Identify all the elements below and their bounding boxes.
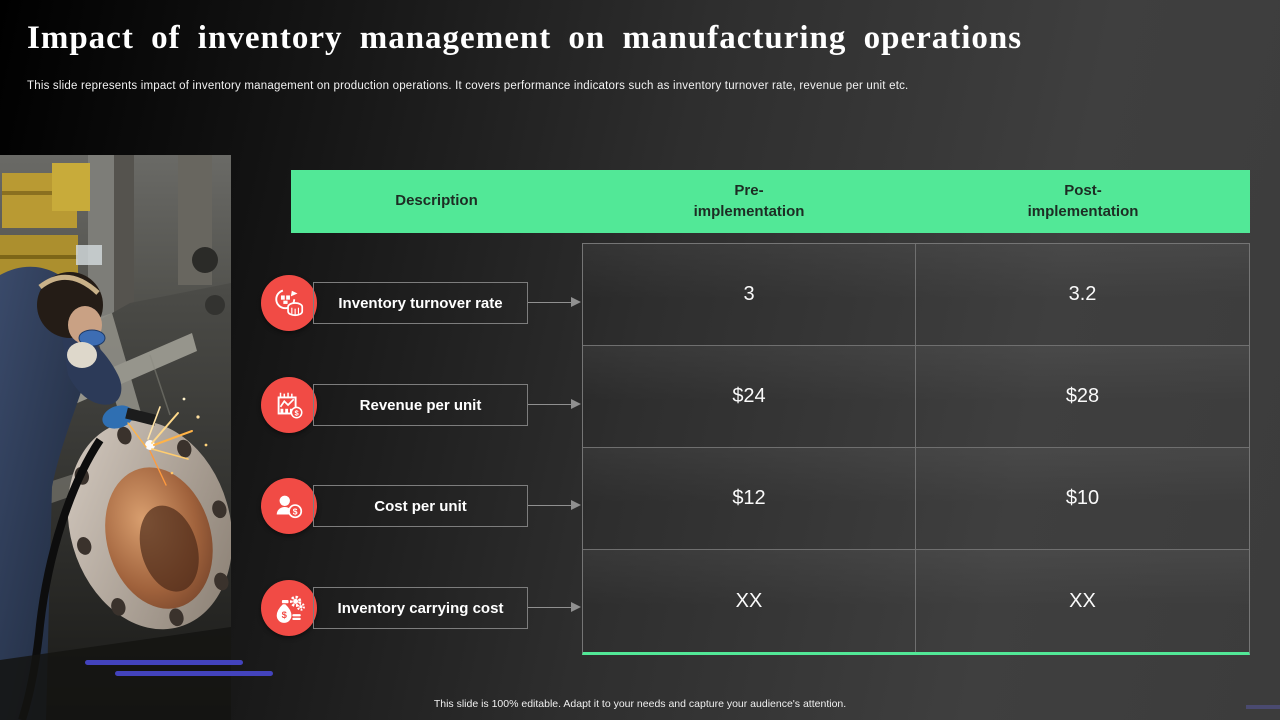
revenue-per-unit-icon: $	[261, 377, 317, 433]
table-header-bar: Description Pre- implementation Post- im…	[291, 170, 1250, 233]
table-header-post-implementation: Post- implementation	[916, 170, 1250, 233]
arrow-right-icon	[571, 602, 581, 612]
table-cell-post-revenue-per-unit: $28	[916, 346, 1249, 448]
table-cell-pre-inventory-turnover: 3	[583, 244, 916, 346]
connector-line	[528, 404, 573, 405]
table-cell-post-cost-per-unit: $10	[916, 448, 1249, 550]
table-cell-pre-revenue-per-unit: $24	[583, 346, 916, 448]
arrow-right-icon	[571, 297, 581, 307]
purple-accent-line-bottom	[115, 671, 273, 676]
connector-line	[528, 302, 573, 303]
metric-row-inventory-carrying-cost: $ Inventory carrying cost	[261, 580, 591, 636]
table-header-post-line1: Post-	[1064, 182, 1102, 200]
purple-accent-line-top	[85, 660, 243, 665]
table-cell-post-inventory-turnover: 3.2	[916, 244, 1249, 346]
page-title: Impact of inventory management on manufa…	[27, 20, 1023, 56]
table-header-post-line2: implementation	[1027, 202, 1139, 220]
table-cell-post-carrying-cost: XX	[916, 550, 1249, 652]
table-header-pre-implementation: Pre- implementation	[582, 170, 916, 233]
metric-label-box: Inventory turnover rate	[313, 282, 528, 324]
metric-row-cost-per-unit: $ Cost per unit	[261, 478, 591, 534]
table-header-pre-line2: implementation	[693, 202, 805, 220]
table-cell-pre-carrying-cost: XX	[583, 550, 916, 652]
table-header-description: Description	[395, 192, 478, 210]
metric-label-box: Revenue per unit	[313, 384, 528, 426]
connector-line	[528, 607, 573, 608]
slide-subtitle: This slide represents impact of inventor…	[27, 80, 909, 92]
purple-corner-accent	[1246, 705, 1280, 709]
metric-label-box: Cost per unit	[313, 485, 528, 527]
arrow-right-icon	[571, 500, 581, 510]
table-cell-pre-cost-per-unit: $12	[583, 448, 916, 550]
metric-label: Inventory carrying cost	[337, 599, 504, 617]
metric-row-revenue-per-unit: $ Revenue per unit	[261, 377, 591, 433]
inventory-carrying-cost-icon: $	[261, 580, 317, 636]
inventory-turnover-icon	[261, 275, 317, 331]
svg-text:$: $	[282, 610, 288, 621]
metric-row-inventory-turnover: Inventory turnover rate	[261, 275, 591, 331]
metric-label: Revenue per unit	[359, 396, 482, 414]
table-header-pre-line1: Pre-	[734, 182, 764, 200]
metric-label: Cost per unit	[374, 497, 467, 515]
metric-label-box: Inventory carrying cost	[313, 587, 528, 629]
factory-worker-photo	[0, 155, 231, 720]
metric-label: Inventory turnover rate	[338, 294, 503, 312]
slide-footer-note: This slide is 100% editable. Adapt it to…	[433, 698, 847, 710]
svg-text:$: $	[293, 507, 298, 517]
svg-text:$: $	[294, 408, 299, 417]
connector-line	[528, 505, 573, 506]
arrow-right-icon	[571, 399, 581, 409]
cost-per-unit-icon: $	[261, 478, 317, 534]
comparison-table: 3 3.2 $24 $28 $12 $10 XX XX	[582, 243, 1250, 655]
